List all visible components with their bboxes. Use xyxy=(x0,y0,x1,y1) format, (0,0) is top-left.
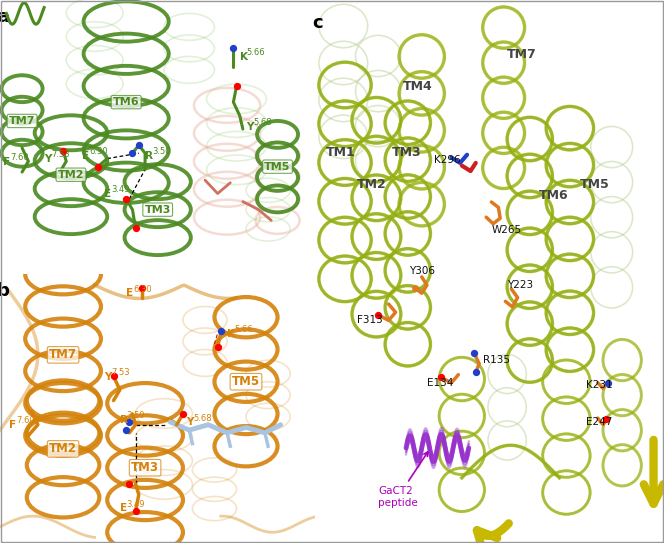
Text: GaCT2
peptide: GaCT2 peptide xyxy=(378,452,428,508)
Point xyxy=(58,146,68,155)
Point xyxy=(121,194,131,203)
Text: 7.53: 7.53 xyxy=(111,368,129,377)
Text: TM7: TM7 xyxy=(507,48,537,61)
Text: TM7: TM7 xyxy=(9,116,35,126)
Text: Y: Y xyxy=(44,154,52,164)
Text: TM5: TM5 xyxy=(264,162,291,172)
Text: F313: F313 xyxy=(357,315,383,325)
Text: TM6: TM6 xyxy=(539,189,568,202)
Point xyxy=(373,311,384,319)
Text: 5.68: 5.68 xyxy=(253,118,272,127)
Text: R: R xyxy=(145,151,153,161)
Text: 3.49: 3.49 xyxy=(111,185,129,194)
Text: TM3: TM3 xyxy=(145,205,171,214)
Text: K: K xyxy=(240,52,248,62)
Text: E134: E134 xyxy=(427,377,454,388)
Text: E: E xyxy=(104,189,111,199)
Text: E: E xyxy=(126,288,133,299)
Text: TM5: TM5 xyxy=(232,375,260,388)
Text: TM5: TM5 xyxy=(580,178,610,191)
Text: W265: W265 xyxy=(491,225,521,236)
Text: Y: Y xyxy=(186,418,193,427)
Point xyxy=(124,479,135,488)
Point xyxy=(127,149,138,157)
Text: c: c xyxy=(312,14,323,31)
Text: 5.66: 5.66 xyxy=(246,48,265,57)
Text: 6.30: 6.30 xyxy=(89,148,108,156)
Text: Y: Y xyxy=(246,122,254,132)
Text: K296: K296 xyxy=(434,155,461,165)
Text: F: F xyxy=(3,156,10,167)
Text: E: E xyxy=(82,151,89,161)
Text: a: a xyxy=(0,8,9,26)
Text: R135: R135 xyxy=(483,355,510,365)
Text: 3.49: 3.49 xyxy=(127,500,145,509)
Text: Y223: Y223 xyxy=(507,280,533,290)
Text: E247: E247 xyxy=(586,416,612,427)
Point xyxy=(215,326,226,335)
Point xyxy=(601,415,612,424)
Text: TM2: TM2 xyxy=(357,178,387,191)
Text: TM2: TM2 xyxy=(49,443,77,456)
Text: TM6: TM6 xyxy=(113,97,139,107)
Text: 5.66: 5.66 xyxy=(234,325,252,334)
Point xyxy=(603,378,614,387)
Text: b: b xyxy=(0,282,10,300)
Point xyxy=(108,372,119,381)
Text: TM7: TM7 xyxy=(49,349,77,361)
Text: 3.50: 3.50 xyxy=(152,148,171,156)
Text: TM3: TM3 xyxy=(392,146,422,159)
Point xyxy=(178,409,189,418)
Text: R: R xyxy=(120,415,128,425)
Text: 7.53: 7.53 xyxy=(51,150,70,159)
Point xyxy=(137,283,147,292)
Text: 7.60: 7.60 xyxy=(17,416,35,425)
Text: 3.50: 3.50 xyxy=(127,411,145,420)
Text: 7.60: 7.60 xyxy=(10,153,29,162)
Text: K: K xyxy=(227,329,235,339)
Text: 5.68: 5.68 xyxy=(193,414,212,422)
Point xyxy=(228,44,239,53)
Point xyxy=(469,349,479,357)
Point xyxy=(470,368,481,376)
Point xyxy=(410,283,420,292)
Text: Y306: Y306 xyxy=(410,266,436,276)
Point xyxy=(133,141,144,149)
Point xyxy=(130,507,141,515)
Text: E: E xyxy=(120,503,127,514)
Text: TM2: TM2 xyxy=(58,170,84,180)
Point xyxy=(231,81,242,90)
Text: TM1: TM1 xyxy=(326,146,356,159)
Point xyxy=(92,162,103,171)
Text: TM4: TM4 xyxy=(402,80,432,93)
Text: 6.30: 6.30 xyxy=(133,285,151,294)
Text: K231: K231 xyxy=(586,380,612,390)
Point xyxy=(124,418,135,426)
Text: TM3: TM3 xyxy=(131,461,159,474)
Point xyxy=(212,343,223,351)
Text: Y: Y xyxy=(104,372,112,382)
Point xyxy=(130,224,141,233)
Point xyxy=(121,426,131,434)
Point xyxy=(436,373,446,382)
Text: F: F xyxy=(9,420,17,430)
